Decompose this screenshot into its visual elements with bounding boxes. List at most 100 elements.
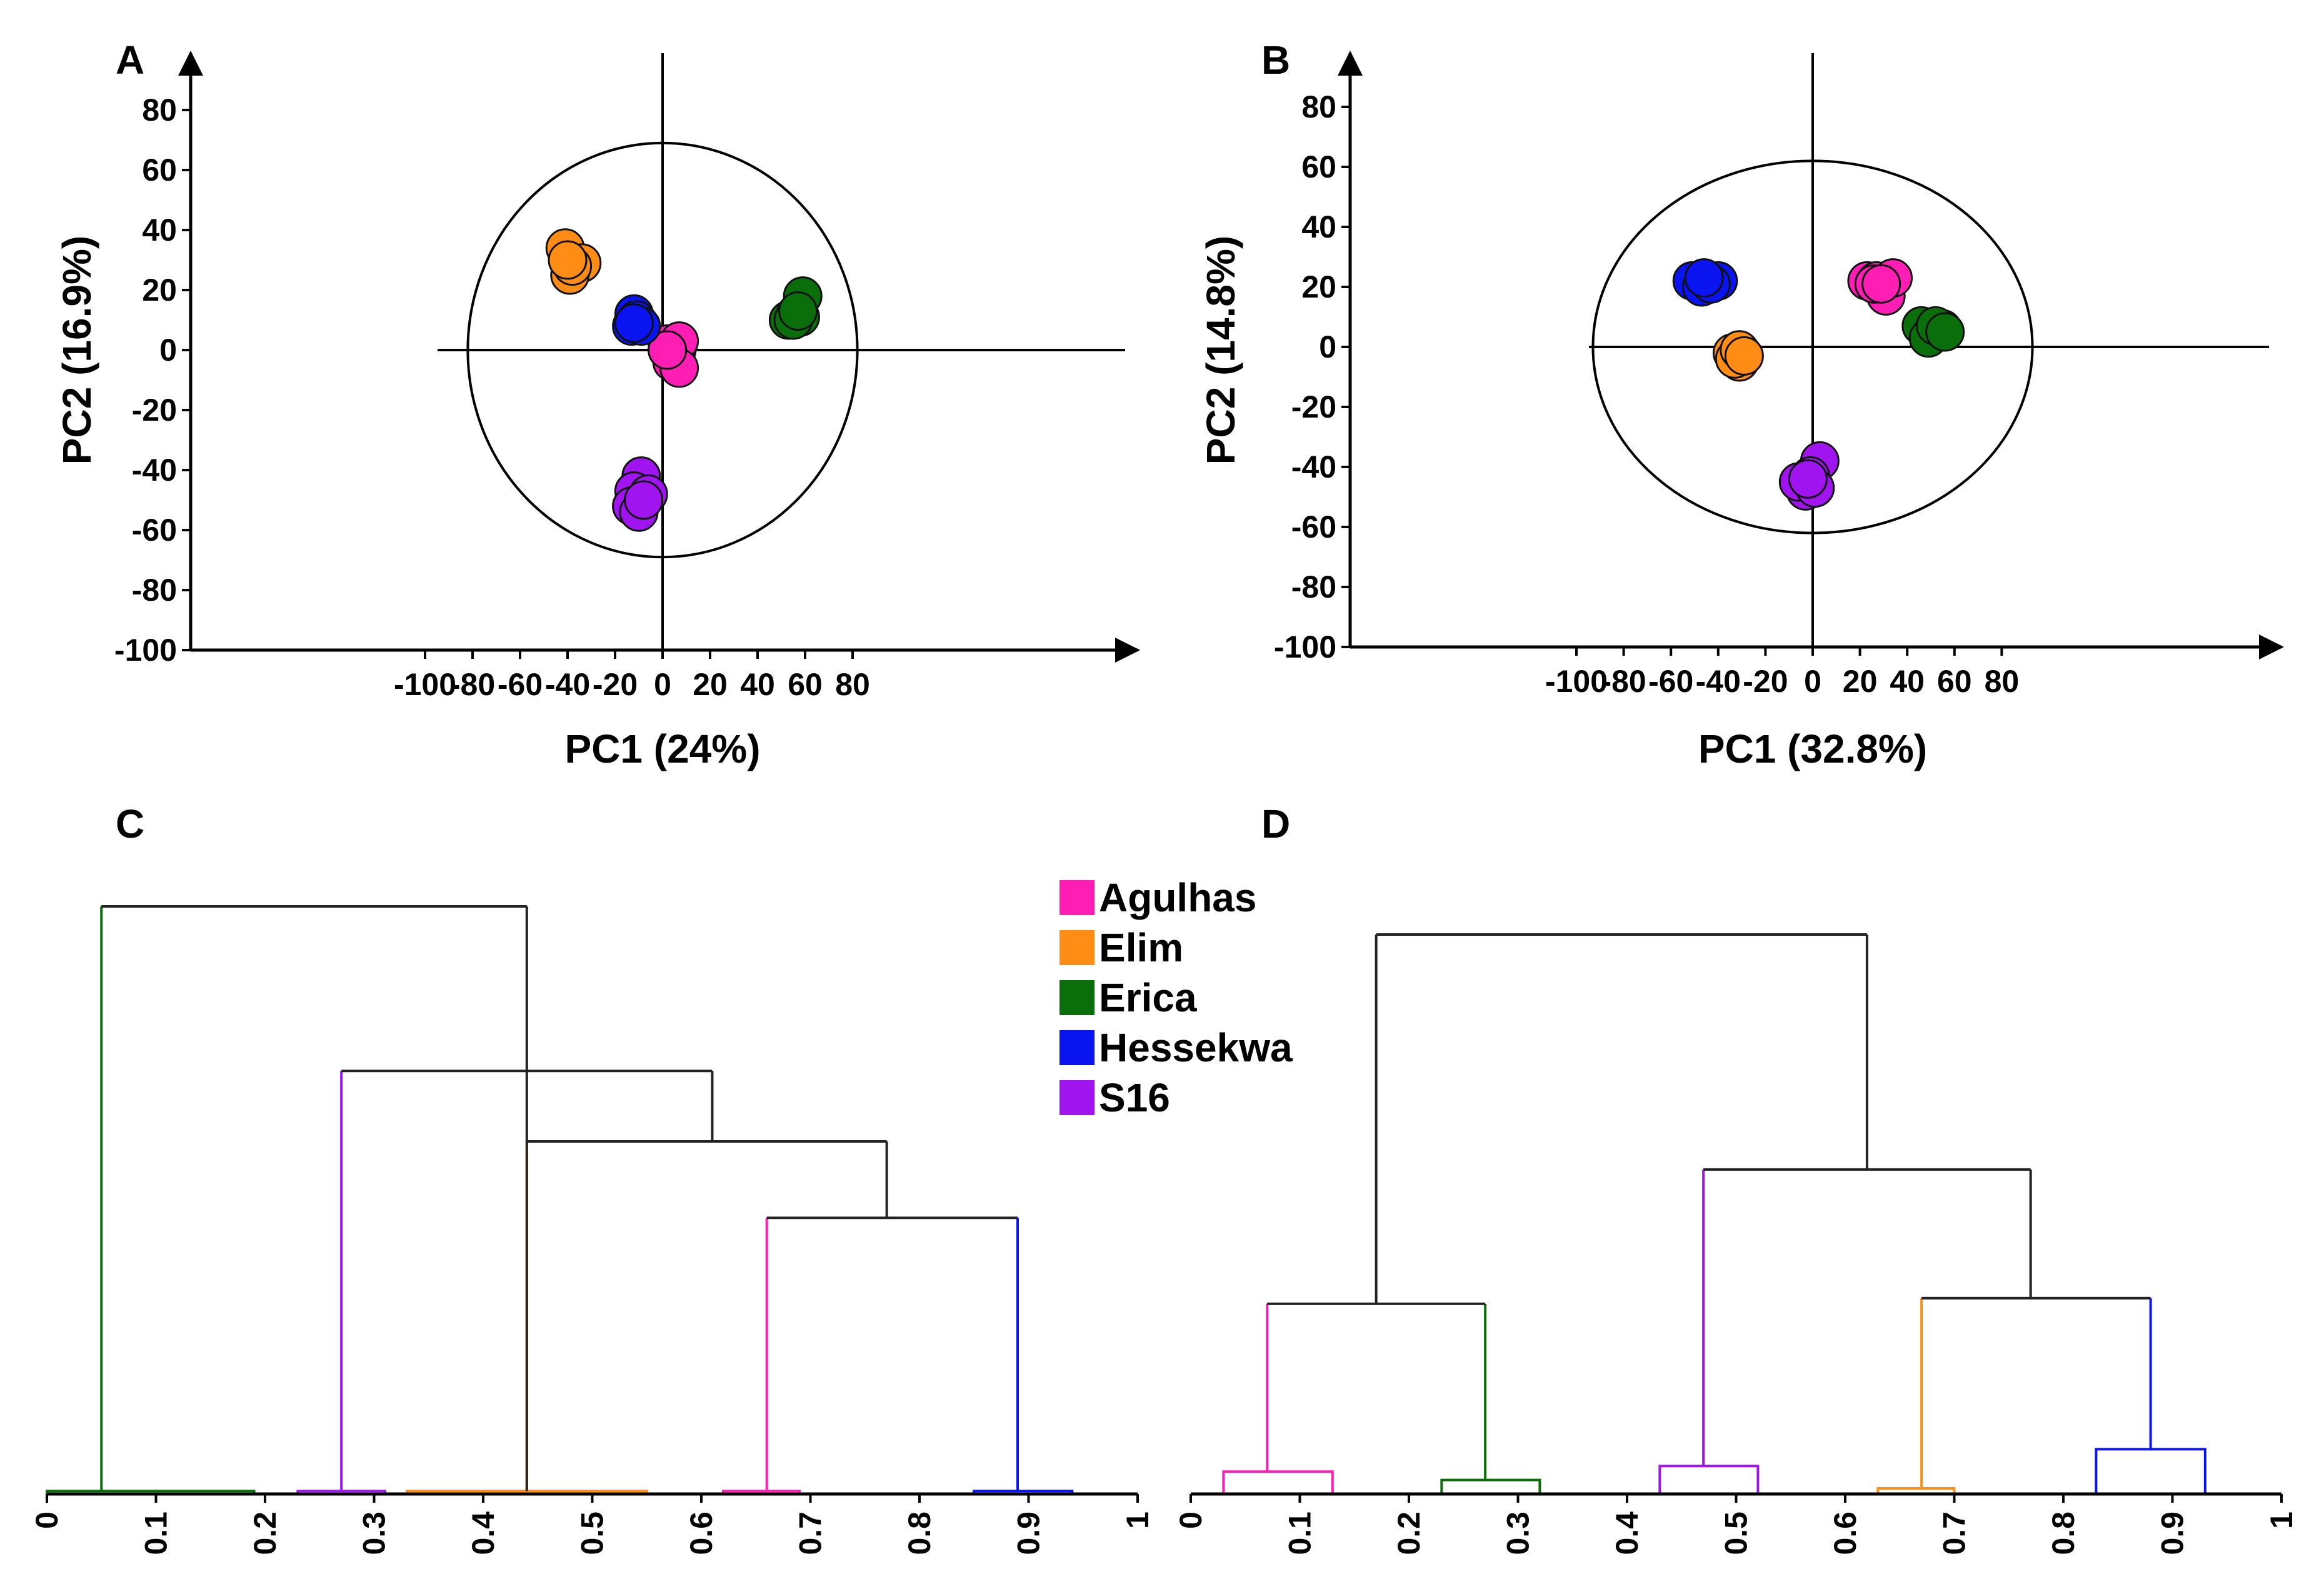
y-axis-title: PC2 (16.9%) (54, 236, 99, 464)
x-tick-label: -60 (498, 667, 543, 702)
x-tick-label: 0 (29, 1511, 64, 1529)
x-tick-label: -40 (1696, 664, 1741, 699)
x-axis-title: PC1 (24%) (565, 726, 761, 771)
x-tick-label: -40 (545, 667, 590, 702)
x-tick-label: 0 (654, 667, 671, 702)
y-tick-label: 80 (1301, 89, 1336, 124)
x-tick-label: 0.1 (139, 1511, 174, 1555)
x-tick-label: 60 (1937, 664, 1972, 699)
y-tick-label: -60 (1291, 509, 1336, 544)
y-tick-label: 60 (1301, 149, 1336, 184)
legend-item-s16: S16 (1059, 1075, 1170, 1120)
x-tick-label: 0.1 (1283, 1511, 1318, 1555)
leaf-cluster-hessekwa (2095, 1448, 2206, 1494)
leaf-bracket (1876, 1487, 1956, 1494)
y-tick-label: -100 (1274, 629, 1336, 664)
x-tick-label: 0.3 (357, 1511, 392, 1555)
data-point (624, 480, 664, 520)
x-tick-label: 80 (835, 667, 870, 702)
leaf-bracket (1658, 1465, 1760, 1494)
y-tick-label: -80 (132, 573, 177, 608)
pca-panel-b: -100-80 -60 -40 -20 0 20 40 60 80806040200-20-40… (1198, 51, 2284, 771)
x-tick-label: 0.2 (248, 1511, 283, 1555)
y-tick-label: -100 (114, 633, 177, 668)
dendrogram-panel-c: 0 0.1 0.2 0.3 0.4 0.5 0.6 0.7 0.8 0.9 1 (29, 905, 1155, 1555)
y-tick-label: -40 (1291, 449, 1336, 484)
x-tick-label: -80 (450, 667, 495, 702)
x-tick-label: 20 (1843, 664, 1878, 699)
x-tick-label: 0.4 (466, 1511, 501, 1555)
x-tick-label: 0.6 (684, 1511, 719, 1555)
x-tick-label: 1 (1120, 1511, 1155, 1529)
legend-label: Elim (1099, 925, 1183, 970)
data-point (1724, 336, 1764, 376)
data-point (648, 330, 688, 370)
x-tick-label: 0.9 (1011, 1511, 1046, 1555)
legend-label: Erica (1099, 975, 1197, 1020)
legend-label: Agulhas (1099, 875, 1256, 920)
y-tick-label: 80 (142, 93, 177, 128)
series-elim (1712, 330, 1764, 382)
x-tick-label: -20 (593, 667, 638, 702)
leaf-cluster-agulhas (1222, 1470, 1334, 1494)
legend-swatch (1059, 1080, 1094, 1115)
series-hessekwa (612, 294, 661, 346)
y-tick-label: 60 (142, 153, 177, 188)
x-tick-label: 0.9 (2155, 1511, 2190, 1555)
legend-swatch (1059, 1030, 1094, 1065)
dendrogram-link (1702, 1168, 2032, 1466)
series-s16 (1778, 441, 1840, 511)
x-tick-label: 0.5 (1719, 1511, 1754, 1555)
series-erica (768, 276, 823, 340)
pca-panel-a: -100-80 -60 -40 -20 0 20 40 60 80806040200-20-40… (54, 51, 1140, 771)
legend-item-erica: Erica (1059, 975, 1197, 1020)
dendrogram-panel-d: 0 0.1 0.2 0.3 0.4 0.5 0.6 0.7 0.8 0.9 1 (1173, 933, 2299, 1555)
leaf-cluster-elim (1876, 1487, 1956, 1494)
x-axis-title: PC1 (32.8%) (1698, 726, 1927, 771)
data-point (1788, 459, 1828, 499)
dendrogram-link (525, 1140, 888, 1491)
legend-swatch (1059, 980, 1094, 1015)
x-tick-label: 0.3 (1501, 1511, 1536, 1555)
panel-label-a: A (116, 38, 144, 83)
x-tick-label: 0.4 (1610, 1511, 1645, 1555)
legend-swatch (1059, 880, 1094, 915)
legend-item-hessekwa: Hessekwa (1059, 1025, 1293, 1070)
dendrogram-link (1920, 1296, 2152, 1489)
legend-label: Hessekwa (1099, 1025, 1293, 1070)
legend-label: S16 (1099, 1075, 1170, 1120)
dendrogram-link (1266, 1302, 1487, 1480)
panel-label-c: C (116, 801, 144, 846)
data-point (1861, 264, 1901, 304)
x-tick-label: 60 (788, 667, 823, 702)
leaf-bracket (2095, 1448, 2206, 1494)
y-tick-label: 0 (1319, 329, 1336, 364)
leaf-cluster-s16 (1658, 1465, 1760, 1494)
leaf-cluster-erica (1440, 1478, 1541, 1494)
series-agulhas (648, 321, 699, 388)
x-tick-label: 80 (1985, 664, 2020, 699)
legend-item-elim: Elim (1059, 925, 1183, 970)
legend-swatch (1059, 930, 1094, 965)
data-point (548, 240, 588, 280)
x-tick-label: 0.8 (2046, 1511, 2081, 1555)
x-tick-label: 40 (1890, 664, 1925, 699)
y-tick-label: -80 (1291, 569, 1336, 604)
x-tick-label: 20 (693, 667, 728, 702)
y-tick-label: -40 (132, 453, 177, 488)
series-hessekwa (1672, 258, 1738, 307)
data-point (1925, 312, 1965, 352)
x-tick-label: -20 (1743, 664, 1788, 699)
dendrogram-link (1375, 933, 1868, 1304)
legend-item-agulhas: Agulhas (1059, 875, 1256, 920)
x-tick-label: 40 (740, 667, 775, 702)
x-tick-label: 0.2 (1391, 1511, 1426, 1555)
x-tick-label: 0.5 (575, 1511, 610, 1555)
x-tick-label: 0.8 (902, 1511, 937, 1555)
leaf-bracket (1440, 1478, 1541, 1494)
x-tick-label: 0.6 (1828, 1511, 1863, 1555)
y-tick-label: 20 (142, 273, 177, 308)
x-tick-label: 0 (1173, 1511, 1208, 1529)
panel-label-d: D (1261, 801, 1290, 846)
